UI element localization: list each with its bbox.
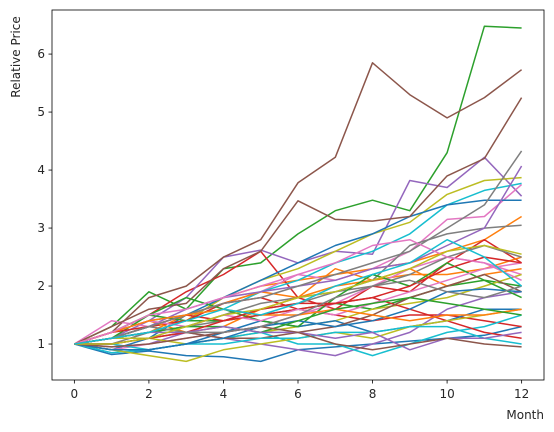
y-axis: 1 2 3 4 5 6 — [37, 47, 52, 351]
x-tick-label: 4 — [220, 387, 228, 401]
series-line-3 — [74, 25, 522, 345]
x-tick-label: 10 — [439, 387, 454, 401]
series-line-38 — [74, 279, 522, 345]
y-tick-label: 6 — [37, 47, 45, 61]
y-tick-label: 5 — [37, 105, 45, 119]
x-tick-label: 6 — [294, 387, 302, 401]
series-lines — [74, 25, 523, 363]
x-tick-label: 8 — [369, 387, 377, 401]
x-tick-label: 2 — [145, 387, 153, 401]
series-line-40 — [74, 238, 523, 345]
y-tick-label: 3 — [37, 221, 45, 235]
y-axis-label: Relative Price — [9, 16, 23, 97]
series-line-37 — [74, 238, 522, 345]
x-axis: 0 2 4 6 8 10 12 — [71, 380, 529, 401]
y-tick-label: 2 — [37, 279, 45, 293]
series-line-39 — [74, 244, 522, 345]
x-tick-label: 0 — [71, 387, 79, 401]
x-axis-label: Month — [506, 408, 544, 422]
series-line-16 — [74, 97, 523, 345]
x-tick-label: 12 — [514, 387, 529, 401]
plot-frame — [51, 9, 545, 381]
series-line-36 — [74, 325, 522, 351]
series-line-6 — [74, 62, 523, 345]
y-tick-label: 1 — [37, 337, 45, 351]
y-tick-label: 4 — [37, 163, 45, 177]
